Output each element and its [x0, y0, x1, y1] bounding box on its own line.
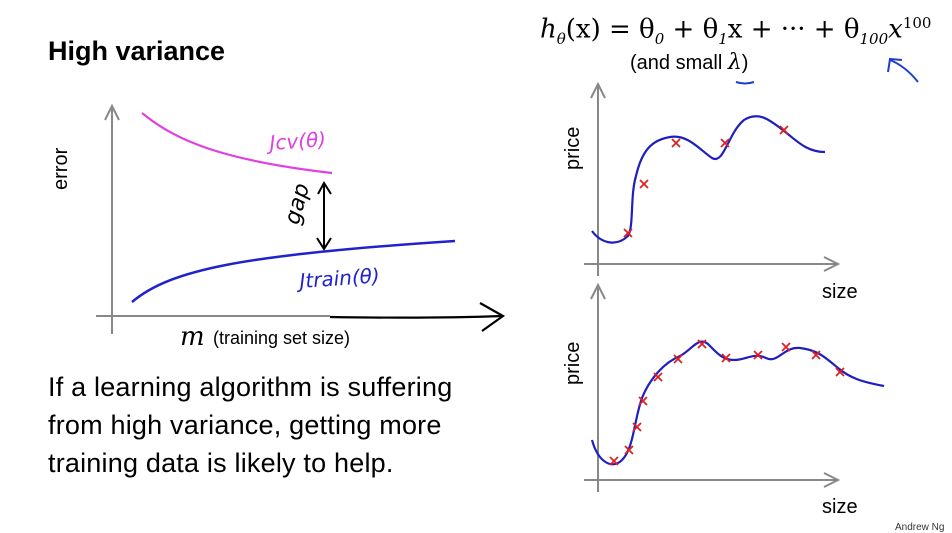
- annotation-arrow: [889, 59, 919, 83]
- note-prefix: (and small: [630, 52, 728, 74]
- jcv-curve: [141, 112, 333, 175]
- learning-curve-axes: [96, 103, 506, 334]
- plot1-y-label: price: [562, 126, 584, 170]
- lambda-underline: [735, 81, 755, 85]
- jtrain-curve: [131, 239, 456, 303]
- plot1-point: [639, 179, 649, 189]
- plot2-point: [638, 396, 648, 406]
- gap-label: gap: [280, 181, 315, 227]
- lc-x-arrowhead: [479, 302, 506, 332]
- formula-arg: (x) = θ: [565, 14, 655, 45]
- plot2-point: [609, 456, 619, 466]
- lc-x-label: (training set size): [213, 328, 351, 348]
- lc-y-label: error: [50, 147, 72, 190]
- formula-h: h: [540, 14, 557, 45]
- plot1-y-arrowhead: [590, 81, 606, 99]
- regularization-note: (and small λ): [630, 50, 748, 75]
- plot1-point: [720, 138, 730, 148]
- plot1-point: [671, 138, 681, 148]
- annotation-arrowhead: [887, 57, 903, 73]
- plot2-points: [609, 339, 845, 466]
- lambda-symbol: λ: [727, 50, 742, 75]
- plot2-point: [673, 354, 683, 364]
- plot2-y-label: price: [562, 341, 584, 385]
- gap-arrow-bottom: [316, 237, 332, 251]
- formula-sub-100: 100: [859, 29, 889, 48]
- plot1-point: [623, 228, 633, 238]
- formula-power: 100: [902, 14, 932, 32]
- formula-theta-sub: θ: [556, 29, 566, 48]
- slide-title: High variance: [48, 36, 226, 66]
- hypothesis-formula: hθ(x) = θ0 + θ1x + ··· + θ100x100: [540, 14, 931, 48]
- plot2-x-arrowhead: [823, 472, 841, 488]
- plot2-point: [632, 422, 642, 432]
- plot2-point: [781, 342, 791, 352]
- plot2-point: [835, 367, 845, 377]
- formula-x: x: [888, 14, 903, 45]
- plot1-x-label: size: [822, 281, 858, 303]
- formula-sub-0: 0: [654, 29, 665, 48]
- plot2-x-label: size: [822, 496, 858, 518]
- jcv-label: Jcv(θ): [265, 127, 327, 155]
- lc-y-arrowhead: [104, 103, 120, 121]
- lc-m-var: m: [180, 322, 205, 352]
- plot2-y-arrowhead: [590, 282, 606, 300]
- plot2-fit-curve: [590, 340, 885, 466]
- note-suffix: ): [741, 52, 749, 74]
- gap-arrow: [316, 181, 332, 251]
- jtrain-label: Jtrain(θ): [295, 263, 381, 293]
- lc-x-axis-extension: [329, 314, 503, 319]
- gap-arrow-top: [317, 181, 332, 195]
- plot1-axes: [584, 81, 841, 276]
- plot2-point: [697, 339, 707, 349]
- author-credit: Andrew Ng: [895, 522, 945, 533]
- formula-rest: x + ··· + θ: [727, 14, 860, 45]
- plot2-point: [624, 445, 634, 455]
- plot1-points: [623, 125, 789, 238]
- plot2-point: [753, 350, 763, 360]
- plot1-fit-curve: [591, 115, 826, 244]
- formula-mid: + θ: [664, 14, 719, 45]
- plot1-x-arrowhead: [823, 256, 841, 272]
- plot2-point: [721, 353, 731, 363]
- body-text: If a learning algorithm is suffering fro…: [48, 372, 453, 478]
- plot2-point: [811, 350, 821, 360]
- plot2-point: [653, 372, 663, 382]
- plot1-point: [779, 125, 789, 135]
- formula-sub-1: 1: [718, 29, 728, 48]
- plot2-axes: [584, 282, 841, 492]
